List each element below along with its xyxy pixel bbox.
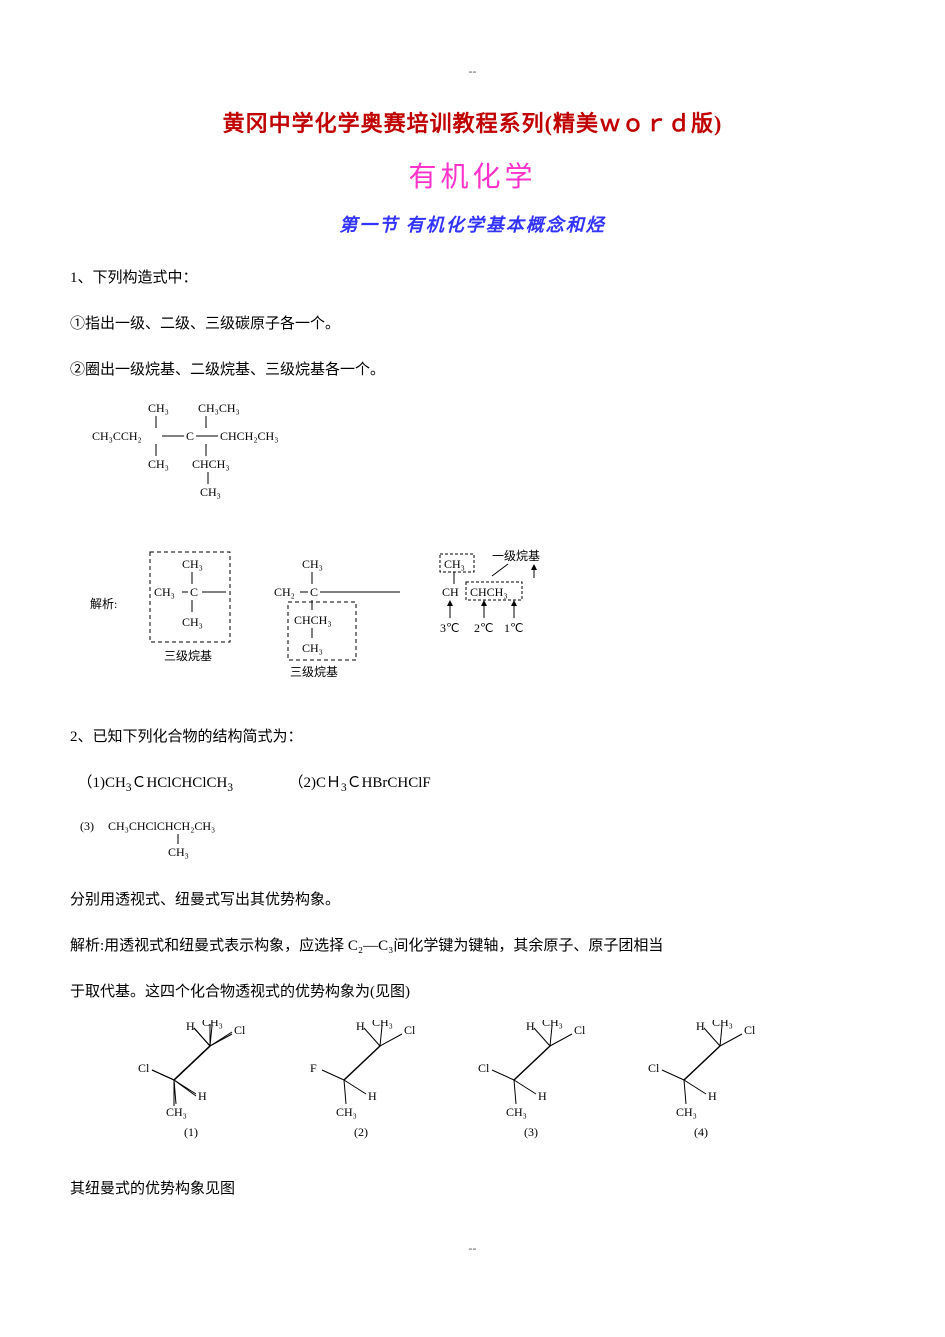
svg-text:CH₃: CH₃ bbox=[148, 401, 169, 415]
svg-text:H: H bbox=[356, 1020, 365, 1033]
q2-analysis-2: 于取代基。这四个化合物透视式的优势构象为(见图) bbox=[70, 974, 875, 1010]
svg-text:(1): (1) bbox=[184, 1125, 198, 1139]
svg-text:1℃: 1℃ bbox=[504, 621, 523, 635]
svg-text:CH₃: CH₃ bbox=[302, 641, 323, 655]
svg-text:Cl: Cl bbox=[648, 1061, 660, 1075]
svg-text:CH₃: CH₃ bbox=[154, 585, 175, 599]
q1-analysis-diagram: 解析: CH₃ CH₃ C CH₃ 三级烷基 CH₃ CH₂ C CHCH₃ C… bbox=[90, 538, 875, 709]
svg-text:Cl: Cl bbox=[404, 1023, 416, 1037]
svg-text:CH₃: CH₃ bbox=[302, 557, 323, 571]
q2-number: 2、已知下列化合物的结构简式为： bbox=[70, 719, 875, 755]
svg-text:F: F bbox=[310, 1061, 317, 1075]
svg-text:Cl: Cl bbox=[478, 1061, 490, 1075]
svg-text:CHCH₃: CHCH₃ bbox=[294, 613, 332, 627]
title-subject: 有机化学 bbox=[70, 151, 875, 204]
svg-text:(2): (2) bbox=[354, 1125, 368, 1139]
title-section: 第一节 有机化学基本概念和烃 bbox=[70, 208, 875, 242]
svg-text:CH₃: CH₃ bbox=[542, 1020, 563, 1029]
svg-text:CH₃: CH₃ bbox=[168, 845, 189, 859]
svg-text:CH₃: CH₃ bbox=[182, 557, 203, 571]
q2-f1: （1)CH3ＣHClCHClCH3 bbox=[70, 775, 233, 791]
svg-text:(3): (3) bbox=[80, 819, 94, 833]
q2-newman-note: 其纽曼式的优势构象见图 bbox=[70, 1171, 875, 1207]
svg-text:Cl: Cl bbox=[138, 1061, 150, 1075]
svg-text:三级烷基: 三级烷基 bbox=[164, 649, 212, 663]
svg-text:Cl: Cl bbox=[574, 1023, 586, 1037]
svg-text:CH₃: CH₃ bbox=[200, 485, 221, 499]
svg-text:H: H bbox=[538, 1089, 547, 1103]
svg-text:3℃: 3℃ bbox=[440, 621, 459, 635]
svg-text:三级烷基: 三级烷基 bbox=[290, 665, 338, 679]
svg-text:CH₃: CH₃ bbox=[506, 1105, 527, 1119]
svg-text:CH₃CH₃: CH₃CH₃ bbox=[198, 401, 240, 415]
svg-text:CH₃: CH₃ bbox=[676, 1105, 697, 1119]
svg-text:CH₃: CH₃ bbox=[182, 615, 203, 629]
q2-formulas-line1: （1)CH3ＣHClCHClCH3 （2)CＨ3ＣHBrCHClF bbox=[70, 765, 875, 802]
svg-text:C: C bbox=[310, 585, 318, 599]
svg-text:H: H bbox=[696, 1020, 705, 1033]
footer-dash: -- bbox=[70, 1237, 875, 1260]
svg-text:CH₂: CH₂ bbox=[274, 585, 295, 599]
q2-analysis-1: 解析:用透视式和纽曼式表示构象，应选择 C₂—C₃间化学键为键轴，其余原子、原子… bbox=[70, 928, 875, 964]
svg-text:Cl: Cl bbox=[744, 1023, 756, 1037]
svg-text:CH₃: CH₃ bbox=[166, 1105, 187, 1119]
q2-f2: （2)CＨ3ＣHBrCHClF bbox=[288, 775, 430, 791]
svg-text:CH₃: CH₃ bbox=[336, 1105, 357, 1119]
q1-structure-diagram: CH₃CH₃CH₃ CH₃CCH₂ C CHCH₂CH₃ CH₃ CHCH₃ C… bbox=[90, 398, 875, 529]
svg-text:2℃: 2℃ bbox=[474, 621, 493, 635]
svg-text:H: H bbox=[526, 1020, 535, 1033]
title-main: 黄冈中学化学奥赛培训教程系列(精美ｗｏｒｄ版) bbox=[70, 103, 875, 145]
svg-text:CH₃: CH₃ bbox=[712, 1020, 733, 1029]
svg-text:CHCH₃: CHCH₃ bbox=[470, 585, 508, 599]
svg-text:CH₃: CH₃ bbox=[202, 1020, 223, 1029]
svg-text:CHCH₂CH₃: CHCH₂CH₃ bbox=[220, 429, 278, 443]
q2-f3: (3) CH₃CHClCHCH₂CH₃ CH₃ bbox=[80, 812, 875, 873]
svg-text:一级烷基: 一级烷基 bbox=[492, 549, 540, 563]
q2-perspective-diagram: H CH₃ Cl Cl CH₃ H (1) H CH₃ Cl F CH₃ H (2) H CH₃ C… bbox=[130, 1020, 875, 1161]
svg-text:CH₃: CH₃ bbox=[444, 557, 465, 571]
svg-text:CH₃CHClCHCH₂CH₃: CH₃CHClCHCH₂CH₃ bbox=[108, 819, 215, 833]
svg-text:H: H bbox=[198, 1089, 207, 1103]
svg-text:(3): (3) bbox=[524, 1125, 538, 1139]
svg-text:H: H bbox=[186, 1020, 195, 1033]
svg-text:CH₃CCH₂: CH₃CCH₂ bbox=[92, 429, 142, 443]
svg-text:Cl: Cl bbox=[234, 1023, 246, 1037]
q2-prompt: 分别用透视式、纽曼式写出其优势构象。 bbox=[70, 882, 875, 918]
q1-part-b: ②圈出一级烷基、二级烷基、三级烷基各一个。 bbox=[70, 352, 875, 388]
svg-text:C: C bbox=[190, 585, 198, 599]
svg-text:(4): (4) bbox=[694, 1125, 708, 1139]
q1-number: 1、下列构造式中： bbox=[70, 260, 875, 296]
svg-text:CH: CH bbox=[442, 585, 459, 599]
svg-text:CH₃: CH₃ bbox=[148, 457, 169, 471]
header-dash: -- bbox=[70, 60, 875, 83]
q1-analysis-prefix: 解析: bbox=[90, 597, 117, 611]
svg-text:H: H bbox=[708, 1089, 717, 1103]
svg-text:CHCH₃: CHCH₃ bbox=[192, 457, 230, 471]
svg-text:CH₃: CH₃ bbox=[372, 1020, 393, 1029]
q1-part-a: ①指出一级、二级、三级碳原子各一个。 bbox=[70, 306, 875, 342]
svg-text:H: H bbox=[368, 1089, 377, 1103]
svg-text:C: C bbox=[186, 429, 194, 443]
